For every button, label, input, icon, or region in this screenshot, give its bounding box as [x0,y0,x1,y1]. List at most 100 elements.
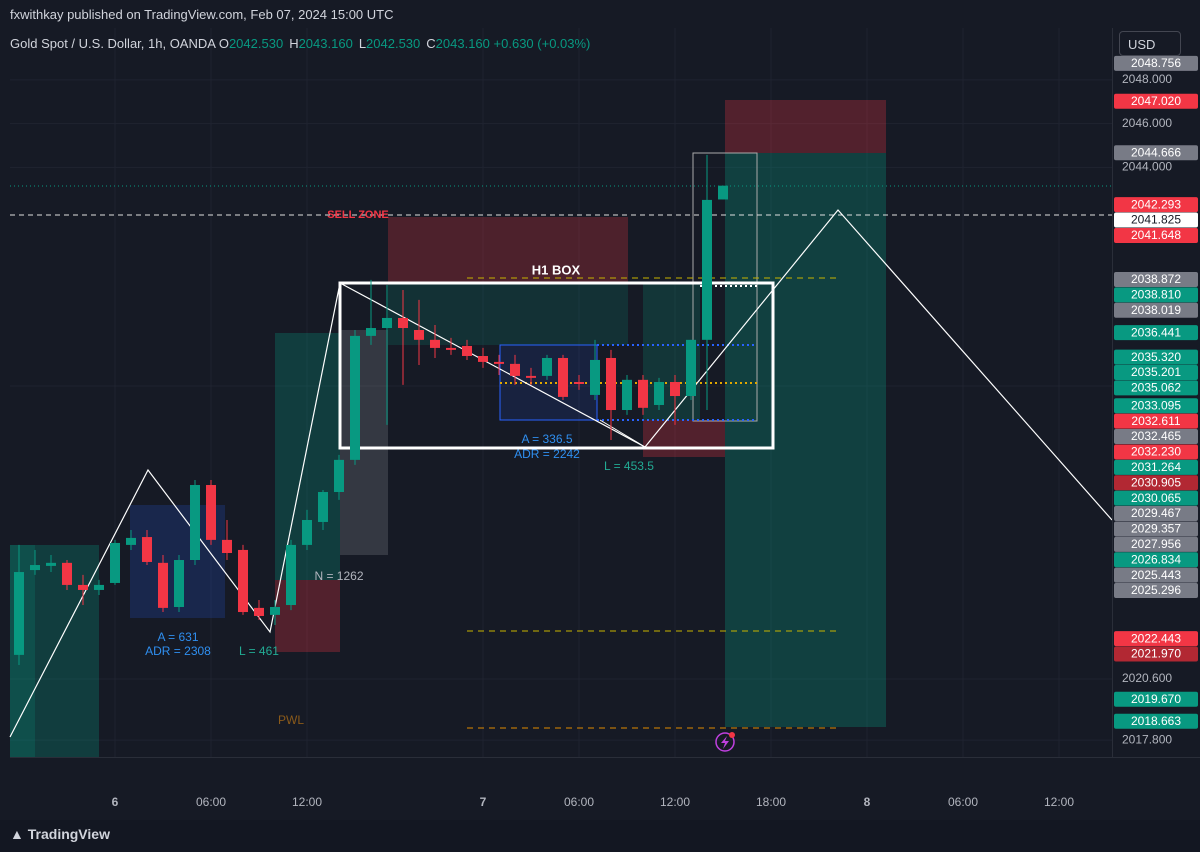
currency-button[interactable]: USD [1119,31,1181,56]
price-label: 2047.020 [1114,93,1198,109]
candle-body [222,539,232,554]
price-label-box [1114,713,1198,729]
candle-body [14,572,24,655]
price-label-box [1114,365,1198,381]
candle-body [366,328,376,336]
stop-zone [643,420,725,457]
candle-body [238,549,248,613]
candle-body [382,317,392,329]
price-label-box [1114,55,1198,71]
price-label-box [1114,691,1198,707]
price-label-box [1114,567,1198,583]
price-label-box [1114,271,1198,287]
price-label-box [1114,631,1198,647]
price-label-text: 2048.756 [1131,56,1181,70]
candle-body [158,562,168,608]
annotation: ADR = 2242 [514,447,580,461]
price-label-box [1114,93,1198,109]
candle-body [654,382,664,405]
candle-body [510,363,520,376]
price-label-text: 2041.825 [1131,213,1181,227]
range-box [340,330,388,555]
candle-body [110,542,120,583]
candle-body [430,339,440,348]
price-label-box [1114,490,1198,506]
price-label-text: 2018.663 [1131,714,1181,728]
price-label-box [1114,583,1198,599]
x-tick-label: 12:00 [1044,795,1074,809]
price-label-text: 2042.293 [1131,197,1181,211]
price-label: 2032.230 [1114,444,1198,460]
price-label-box [1114,287,1198,303]
price-label-text: 2041.648 [1131,228,1181,242]
candle-body [398,317,408,329]
x-tick-label: 06:00 [564,795,594,809]
stop-zone [725,100,886,153]
price-label-text: 2033.095 [1131,398,1181,412]
x-tick-label: 12:00 [660,795,690,809]
price-label: 2033.095 [1114,398,1198,414]
price-label-text: 2032.465 [1131,429,1181,443]
candle-body [462,345,472,357]
price-label: 2041.825 [1114,212,1198,228]
price-label-text: 2038.872 [1131,272,1181,286]
price-label-text: 2032.230 [1131,445,1181,459]
price-label-box [1114,521,1198,537]
candle-body [622,379,632,411]
price-label-box [1114,349,1198,365]
candle-body [206,485,216,540]
price-label-text: 2021.970 [1131,647,1181,661]
candle-body [494,361,504,364]
candle-body [718,185,728,200]
price-label-text: 2047.020 [1131,94,1181,108]
price-label: 2032.611 [1114,413,1198,429]
price-label: 2022.443 [1114,631,1198,647]
candle-body [702,199,712,340]
price-label: 2035.320 [1114,349,1198,365]
price-label: 2027.956 [1114,536,1198,552]
candle-body [318,492,328,522]
y-tick-label: 2020.600 [1122,671,1172,685]
annotation: PWL [278,713,304,727]
price-label-text: 2035.201 [1131,365,1181,379]
x-tick-label: 12:00 [292,795,322,809]
candle-body [174,560,184,608]
price-label: 2038.810 [1114,287,1198,303]
event-icon [721,736,729,749]
price-label-text: 2025.296 [1131,583,1181,597]
target-box [388,283,628,345]
candle-body [190,485,200,561]
ohlc-key: H [289,36,299,51]
candle-body [558,357,568,397]
publish-info: fxwithkay published on TradingView.com, … [10,7,394,22]
ohlc-value: 2043.160 [435,36,490,51]
price-label: 2029.357 [1114,521,1198,537]
candle-body [350,335,360,460]
price-label: 2029.467 [1114,506,1198,522]
price-label: 2035.062 [1114,380,1198,396]
h1-box [338,281,775,450]
price-label: 2036.441 [1114,325,1198,341]
y-tick-label: 2044.000 [1122,159,1172,173]
footer [0,820,1200,852]
price-label-box [1114,145,1198,161]
candle-body [478,356,488,362]
price-label-box [1114,227,1198,243]
price-label: 2031.264 [1114,459,1198,475]
price-label: 2019.670 [1114,691,1198,707]
event-icon [729,732,735,738]
candle-body [286,544,296,606]
price-label: 2018.663 [1114,713,1198,729]
candle-body [590,359,600,395]
price-label-text: 2029.357 [1131,522,1181,536]
brand: ▲ TradingView [10,826,110,842]
candle-body [334,459,344,493]
price-label-text: 2031.264 [1131,460,1181,474]
stop-zone [275,580,340,652]
price-label-text: 2036.441 [1131,325,1181,339]
price-label-text: 2022.443 [1131,631,1181,645]
candle-body [670,382,680,397]
price-label-box [1114,552,1198,568]
price-label-box [1114,536,1198,552]
